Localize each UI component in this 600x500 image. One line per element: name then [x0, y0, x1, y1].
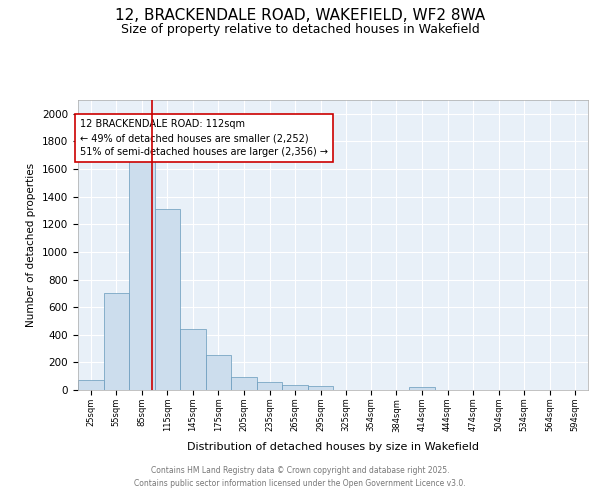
Bar [308, 386, 334, 390]
Y-axis label: Number of detached properties: Number of detached properties [26, 163, 37, 327]
Text: Distribution of detached houses by size in Wakefield: Distribution of detached houses by size … [187, 442, 479, 452]
Text: 12, BRACKENDALE ROAD, WAKEFIELD, WF2 8WA: 12, BRACKENDALE ROAD, WAKEFIELD, WF2 8WA [115, 8, 485, 22]
Bar [129, 160, 155, 390]
Bar [78, 380, 104, 390]
Text: 12 BRACKENDALE ROAD: 112sqm
← 49% of detached houses are smaller (2,252)
51% of : 12 BRACKENDALE ROAD: 112sqm ← 49% of det… [80, 120, 328, 158]
Bar [104, 294, 129, 390]
Bar [257, 382, 283, 390]
Text: Size of property relative to detached houses in Wakefield: Size of property relative to detached ho… [121, 22, 479, 36]
Bar [206, 355, 231, 390]
Bar [283, 385, 308, 390]
Bar [180, 328, 206, 390]
Bar [409, 387, 435, 390]
Bar [231, 377, 257, 390]
Text: Contains HM Land Registry data © Crown copyright and database right 2025.
Contai: Contains HM Land Registry data © Crown c… [134, 466, 466, 487]
Bar [155, 209, 180, 390]
